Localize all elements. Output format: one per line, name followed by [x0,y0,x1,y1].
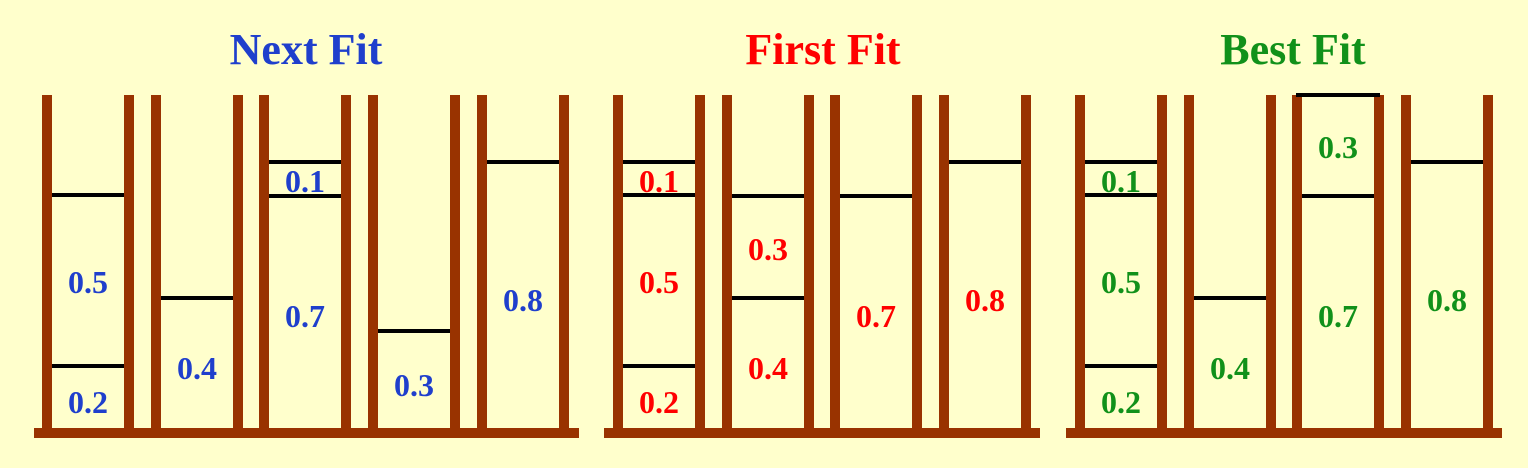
first-fit-title: First Fit [745,25,901,74]
bin-wall [233,95,243,435]
bin-wall [477,95,487,435]
item-label: 0.7 [285,298,325,334]
bin-wall [1374,95,1384,435]
bin-wall [1075,95,1085,435]
item-boundary [269,194,341,198]
bin-wall [1266,95,1276,435]
item-boundary [1302,194,1374,198]
item-boundary [161,296,233,300]
bin-wall [722,95,732,435]
item-label: 0.3 [748,231,788,267]
item-boundary [623,193,695,197]
item-boundary [623,364,695,368]
item-boundary [1296,93,1380,97]
item-boundary [1411,160,1483,164]
item-label: 0.4 [1210,350,1250,386]
item-label: 0.5 [639,264,679,300]
bin-wall [124,95,134,435]
bin-wall [695,95,705,435]
item-boundary [52,193,124,197]
item-label: 0.8 [503,282,543,318]
item-boundary [487,160,559,164]
item-boundary [623,160,695,164]
item-boundary [378,329,450,333]
bin-wall [613,95,623,435]
item-label: 0.3 [394,367,434,403]
best-fit-floor [1066,428,1502,438]
item-label: 0.2 [1101,384,1141,420]
item-boundary [732,194,804,198]
bin-wall [804,95,814,435]
best-fit-title: Best Fit [1220,25,1366,74]
item-label: 0.2 [68,384,108,420]
bin-wall [42,95,52,435]
item-boundary [840,194,912,198]
item-label: 0.8 [1427,282,1467,318]
item-boundary [949,160,1021,164]
item-label: 0.4 [748,350,788,386]
item-label: 0.3 [1318,129,1358,165]
bin-wall [151,95,161,435]
item-boundary [52,364,124,368]
bin-wall [1401,95,1411,435]
item-boundary [1085,160,1157,164]
item-boundary [1085,193,1157,197]
item-label: 0.2 [639,384,679,420]
bin-wall [259,95,269,435]
item-label: 0.8 [965,282,1005,318]
item-label: 0.1 [639,163,679,199]
item-label: 0.4 [177,350,217,386]
bin-wall [1184,95,1194,435]
bin-wall [368,95,378,435]
first-fit-floor [604,428,1040,438]
bin-wall [1021,95,1031,435]
item-label: 0.1 [1101,163,1141,199]
item-label: 0.5 [68,264,108,300]
item-label: 0.5 [1101,264,1141,300]
bin-wall [912,95,922,435]
item-boundary [1194,296,1266,300]
bin-wall [450,95,460,435]
item-boundary [1085,364,1157,368]
item-label: 0.7 [1318,298,1358,334]
bin-wall [1483,95,1493,435]
next-fit-floor [34,428,579,438]
item-boundary [269,160,341,164]
item-boundary [732,296,804,300]
bin-wall [1292,95,1302,435]
bin-wall [939,95,949,435]
bin-wall [830,95,840,435]
item-label: 0.1 [285,163,325,199]
item-label: 0.7 [856,298,896,334]
bin-wall [559,95,569,435]
bin-wall [341,95,351,435]
next-fit-title: Next Fit [229,25,383,74]
bin-wall [1157,95,1167,435]
